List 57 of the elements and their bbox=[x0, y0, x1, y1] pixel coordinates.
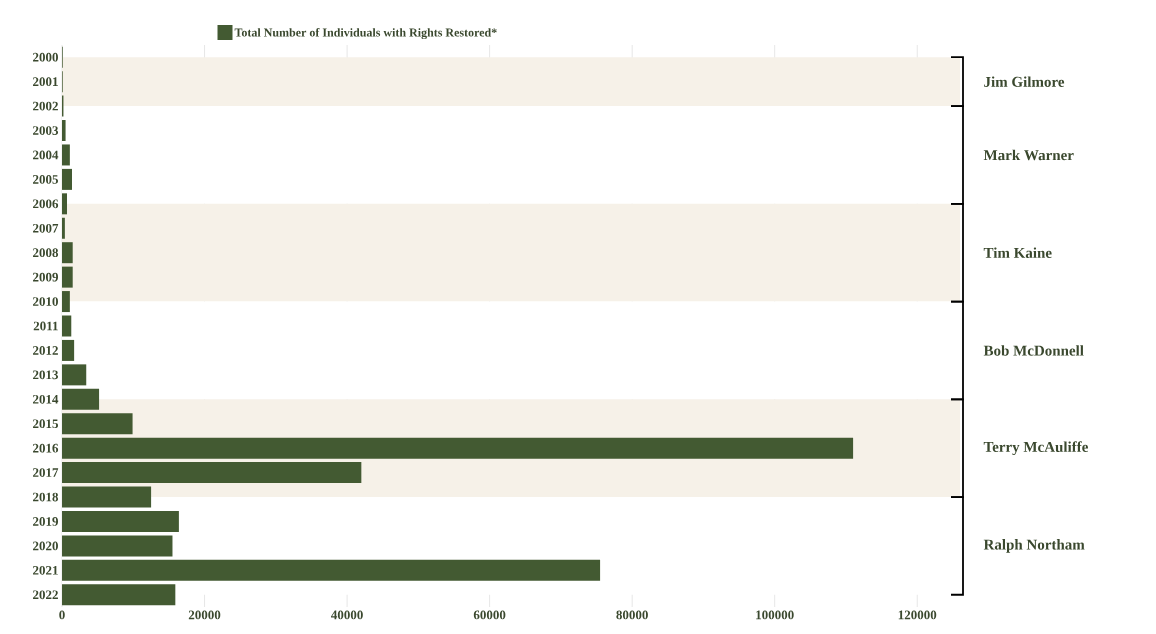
bar bbox=[62, 266, 73, 288]
y-tick-label: 2015 bbox=[33, 419, 58, 429]
y-tick-label: 2004 bbox=[33, 150, 59, 160]
bar bbox=[62, 291, 70, 313]
legend-label: Total Number of Individuals with Rights Restored* bbox=[234, 28, 497, 40]
y-tick-label: 2012 bbox=[33, 346, 58, 355]
y-tick-label: 2013 bbox=[33, 370, 59, 380]
band-label: Jim Gilmore bbox=[984, 76, 1065, 87]
y-tick-label: 2010 bbox=[33, 297, 58, 306]
x-tick-label: 20000 bbox=[188, 610, 221, 620]
band-label: Ralph Northam bbox=[983, 539, 1085, 553]
y-tick-label: 2019 bbox=[33, 517, 59, 526]
y-tick-label: 2017 bbox=[33, 468, 59, 477]
bar bbox=[62, 315, 72, 337]
y-tick-label: 2007 bbox=[33, 223, 59, 233]
bar bbox=[62, 413, 133, 435]
bar bbox=[62, 584, 176, 606]
bar bbox=[62, 168, 72, 190]
y-tick-label: 2001 bbox=[33, 77, 58, 87]
y-tick-label: 2009 bbox=[33, 272, 59, 282]
y-tick-label: 2021 bbox=[33, 565, 58, 575]
y-tick-label: 2006 bbox=[33, 199, 59, 209]
x-tick-label: 60000 bbox=[473, 610, 506, 620]
bar bbox=[62, 486, 152, 508]
bar bbox=[62, 193, 67, 215]
y-tick-label: 2008 bbox=[33, 248, 59, 258]
band-label: Tim Kaine bbox=[983, 247, 1052, 258]
bar bbox=[62, 559, 601, 581]
bar bbox=[62, 144, 70, 166]
y-tick-label: 2022 bbox=[33, 590, 58, 600]
y-tick-label: 2018 bbox=[33, 492, 59, 502]
bar bbox=[62, 217, 65, 239]
band-label: Bob McDonnell bbox=[983, 345, 1084, 356]
x-tick-label: 80000 bbox=[616, 610, 648, 620]
bar bbox=[62, 510, 179, 532]
bar bbox=[62, 388, 100, 410]
bar bbox=[62, 339, 75, 361]
band-label: Mark Warner bbox=[983, 149, 1074, 161]
y-tick-label: 2020 bbox=[33, 541, 58, 551]
bar bbox=[62, 535, 173, 557]
bar bbox=[62, 364, 87, 386]
y-tick-label: 2016 bbox=[33, 443, 59, 453]
y-tick-label: 2002 bbox=[33, 101, 58, 111]
band-label: Terry McAuliffe bbox=[983, 441, 1088, 456]
x-tick-label: 100000 bbox=[756, 610, 794, 620]
bar bbox=[62, 242, 73, 264]
bar bbox=[62, 120, 66, 142]
y-tick-label: 2003 bbox=[33, 126, 59, 135]
x-tick-label: 120000 bbox=[898, 610, 937, 620]
bar bbox=[62, 462, 362, 484]
y-tick-label: 2005 bbox=[33, 175, 58, 184]
x-tick-label: 40000 bbox=[331, 610, 363, 620]
bar bbox=[62, 437, 854, 459]
y-tick-label: 2011 bbox=[33, 321, 58, 331]
y-tick-label: 2014 bbox=[33, 394, 59, 404]
x-tick-label: 0 bbox=[59, 610, 65, 620]
y-tick-label: 2000 bbox=[33, 52, 58, 62]
